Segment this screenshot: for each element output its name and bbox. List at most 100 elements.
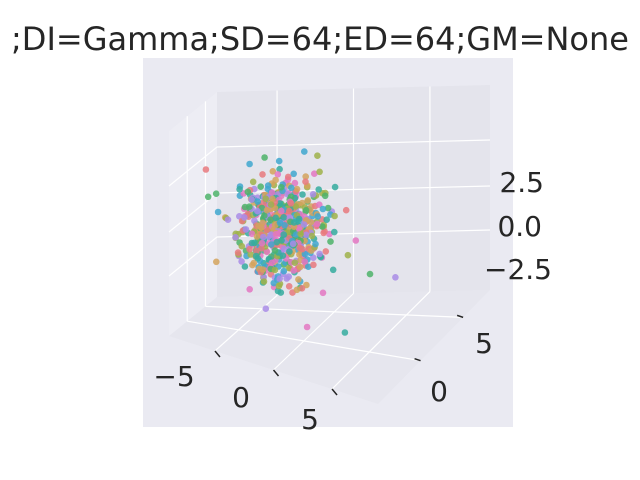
scatter-point-633 [290,219,298,226]
x-gridline-floor-2 [331,291,431,390]
scatter-point-643 [392,274,399,281]
scatter-point-343 [301,148,308,155]
z-gridline-left-2 [168,236,218,277]
scatter-point-568 [314,213,322,220]
scatter-point-27 [202,166,210,173]
scatter-point-137 [276,165,283,173]
scatter-point-264 [275,157,283,165]
scatter-point-601 [300,221,308,228]
scatter-point-380 [254,198,261,205]
left-pane [169,92,217,336]
x-tick-mark-2 [331,388,338,396]
y-tick-label-1: 5 [475,327,493,360]
scatter-point-557 [327,238,334,245]
scatter-point-567 [269,195,276,203]
scatter-point-629 [344,251,352,259]
scatter-point-476 [284,173,292,181]
scatter-point-551 [305,263,312,271]
scatter-point-426 [238,242,246,250]
scatter-point-273 [290,170,298,178]
scatter-point-431 [261,212,268,219]
scatter-point-488 [286,248,293,255]
scatter-point-184 [232,234,239,241]
scatter-point-8 [212,190,220,197]
z-axis-tick-labels: 2.5 0.0 −2.5 [484,166,552,286]
scatter-point-641 [341,329,349,336]
scatter-point-523 [315,186,323,193]
y-axis-tick-labels: 0 5 [430,327,493,408]
z-gridline-left-0 [168,146,218,187]
scatter-point-609 [308,232,316,240]
scatter-point-3 [246,286,253,293]
scatter-point-585 [276,275,284,283]
scatter-point-575 [234,249,242,256]
x-tick-mark-1 [272,369,280,377]
x-gridline-floor-0 [214,295,278,352]
scatter-point-342 [262,305,270,313]
scatter-point-28 [204,193,212,201]
scatter-point-634 [289,240,297,248]
scatter-point-566 [258,224,265,231]
scatter-point-595 [276,219,284,227]
z-tick-label-2: −2.5 [484,253,552,286]
x-axis-tick-labels: −5 0 5 [153,360,319,436]
scatter-point-467 [302,178,309,185]
scatter-point-635 [285,283,293,290]
scatter-point-552 [290,267,298,274]
scatter-point-518 [295,276,302,283]
scatter-point-605 [267,201,275,208]
z-tick-label-0: 2.5 [499,166,544,199]
scatter-point-59 [314,152,321,159]
scatter-point-340 [278,183,285,191]
scatter-point-527 [254,254,262,262]
scatter-point-192 [213,258,220,266]
scatter-point-559 [331,228,338,236]
scatter-point-432 [246,245,253,253]
scatter-point-436 [258,245,265,252]
scatter-point-480 [280,214,288,221]
scatter-point-572 [272,214,280,222]
scatter-point-294 [299,191,306,198]
scatter-point-133 [214,208,222,216]
scatter-point-640 [312,240,319,248]
scatter-point-245 [246,203,253,210]
scatter-point-548 [254,207,261,215]
scatter-point-398 [322,248,330,255]
scatter-point-369 [248,230,256,238]
scatter-point-230 [269,168,277,175]
axes-gridlines [168,86,491,396]
axis-ticks: −5 0 5 0 5 2.5 0.0 −2.5 [153,166,552,436]
scatter-point-570 [262,195,270,202]
x-gridline-floor-1 [273,293,354,371]
scatter-point-306 [324,204,332,212]
scatter-point-613 [302,207,310,214]
scatter-point-625 [366,270,374,278]
scatter-point-472 [258,239,266,247]
scatter-point-602 [352,237,360,244]
scatter-point-363 [274,171,282,178]
scatter-point-442 [253,247,260,255]
scatter-point-631 [319,289,327,297]
scatter-point-455 [293,185,301,193]
scatter-point-521 [280,267,288,275]
scatter-point-642 [316,250,323,258]
scatter-point-577 [302,231,310,239]
scatter-point-571 [319,205,327,213]
scatter-point-412 [249,261,256,269]
scatter-point-188 [259,171,266,178]
scatter-point-304 [311,170,318,177]
y-tick-mark-0 [414,357,421,362]
x-tick-label-2: 5 [301,403,319,436]
scatter-point-619 [280,231,288,238]
scatter-point-587 [259,266,267,273]
scatter-point-456 [342,206,350,214]
scatter-point-256 [224,216,232,223]
z-gridline-back-1 [216,185,491,194]
chart-title: ;DI=Gamma;SD=64;ED=64;GM=None [11,20,629,58]
scatter-point-526 [292,203,300,210]
scatter-point-520 [291,179,299,187]
y-gridline-floor-0 [187,320,421,362]
scatter-point-610 [329,266,337,274]
scatter-point-596 [260,278,268,285]
